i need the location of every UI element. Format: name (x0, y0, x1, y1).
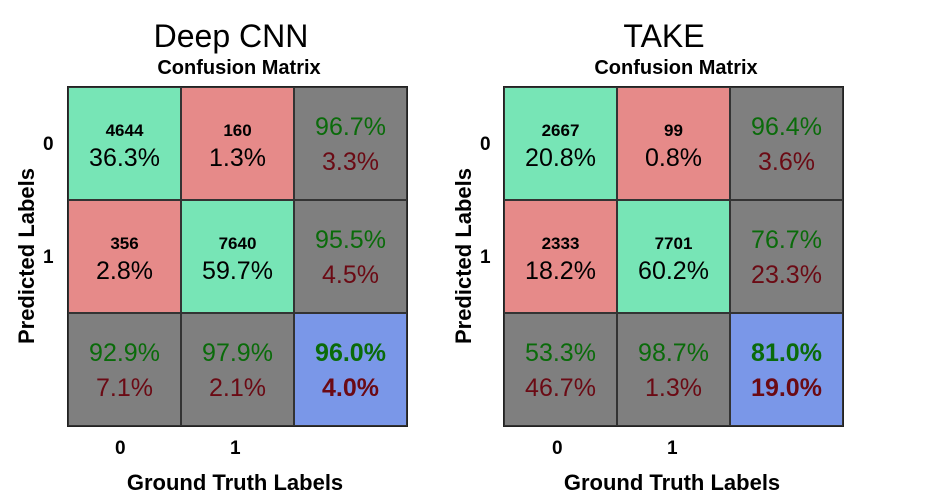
matrix-cell-0-1: 160 1.3% (181, 87, 294, 200)
cell-count: 160 (223, 121, 252, 140)
confusion-matrix-grid: 4644 36.3% 160 1.3% 96.7% 3.3% 356 2.8% … (67, 86, 408, 427)
error-percent: 2.1% (209, 374, 266, 402)
cell-count: 2667 (541, 121, 580, 140)
correct-percent: 97.9% (202, 339, 273, 367)
y-tick-1: 1 (480, 247, 491, 268)
correct-percent: 76.7% (751, 226, 822, 254)
matrix-cell-1-0: 2333 18.2% (504, 200, 617, 313)
correct-percent: 95.5% (315, 226, 386, 254)
cell-percent: 20.8% (525, 144, 596, 172)
x-tick-0: 0 (552, 438, 563, 459)
col-summary-cell-1: 98.7% 1.3% (617, 313, 730, 426)
y-axis-label: Predicted Labels (451, 167, 476, 345)
correct-percent: 53.3% (525, 339, 596, 367)
error-percent: 23.3% (751, 261, 822, 289)
cell-count: 99 (664, 121, 683, 140)
error-percent: 7.1% (96, 374, 153, 402)
row-summary-cell-0: 96.7% 3.3% (294, 87, 407, 200)
y-tick-0: 0 (43, 134, 54, 155)
cell-count: 7640 (218, 234, 257, 253)
correct-percent: 98.7% (638, 339, 709, 367)
matrix-cell-1-1: 7640 59.7% (181, 200, 294, 313)
cell-percent: 1.3% (209, 144, 266, 172)
x-tick-1: 1 (230, 438, 241, 459)
chart-title: TAKE (623, 18, 705, 54)
error-percent: 3.6% (758, 148, 815, 176)
cell-percent: 36.3% (89, 144, 160, 172)
y-tick-0: 0 (480, 134, 491, 155)
error-percent: 3.3% (322, 148, 379, 176)
row-summary-cell-0: 96.4% 3.6% (730, 87, 843, 200)
cell-percent: 59.7% (202, 257, 273, 285)
x-tick-0: 0 (115, 438, 126, 459)
cell-count: 2333 (541, 234, 580, 253)
cell-count: 356 (110, 234, 139, 253)
y-tick-1: 1 (43, 247, 54, 268)
confusion-matrix-grid: 2667 20.8% 99 0.8% 96.4% 3.6% 2333 18.2%… (503, 86, 844, 427)
cell-count: 7701 (654, 234, 693, 253)
overall-correct-percent: 81.0% (751, 339, 822, 367)
col-summary-cell-1: 97.9% 2.1% (181, 313, 294, 426)
overall-error-percent: 19.0% (751, 374, 822, 402)
cell-percent: 60.2% (638, 257, 709, 285)
row-summary-cell-1: 76.7% 23.3% (730, 200, 843, 313)
overall-correct-percent: 96.0% (315, 339, 386, 367)
cell-percent: 2.8% (96, 257, 153, 285)
chart-subtitle: Confusion Matrix (157, 57, 321, 79)
correct-percent: 96.7% (315, 113, 386, 141)
cell-percent: 18.2% (525, 257, 596, 285)
x-axis-label: Ground Truth Labels (563, 470, 781, 495)
matrix-cell-0-0: 2667 20.8% (504, 87, 617, 200)
correct-percent: 92.9% (89, 339, 160, 367)
row-summary-cell-1: 95.5% 4.5% (294, 200, 407, 313)
matrix-cell-1-1: 7701 60.2% (617, 200, 730, 313)
col-summary-cell-0: 53.3% 46.7% (504, 313, 617, 426)
matrix-cell-1-0: 356 2.8% (68, 200, 181, 313)
error-percent: 46.7% (525, 374, 596, 402)
correct-percent: 96.4% (751, 113, 822, 141)
chart-title: Deep CNN (153, 18, 309, 54)
chart-panel-deep-cnn: Deep CNN Confusion Matrix Predicted Labe… (0, 0, 440, 497)
chart-subtitle: Confusion Matrix (594, 57, 758, 79)
chart-panel-take: TAKE Confusion Matrix Predicted Labels 0… (437, 0, 877, 497)
cell-percent: 0.8% (645, 144, 702, 172)
error-percent: 1.3% (645, 374, 702, 402)
overall-accuracy-cell: 81.0% 19.0% (730, 313, 843, 426)
error-percent: 4.5% (322, 261, 379, 289)
overall-error-percent: 4.0% (322, 374, 379, 402)
x-axis-label: Ground Truth Labels (126, 470, 344, 495)
col-summary-cell-0: 92.9% 7.1% (68, 313, 181, 426)
matrix-cell-0-1: 99 0.8% (617, 87, 730, 200)
x-tick-1: 1 (667, 438, 678, 459)
y-axis-label: Predicted Labels (14, 167, 39, 345)
matrix-cell-0-0: 4644 36.3% (68, 87, 181, 200)
cell-count: 4644 (105, 121, 144, 140)
overall-accuracy-cell: 96.0% 4.0% (294, 313, 407, 426)
